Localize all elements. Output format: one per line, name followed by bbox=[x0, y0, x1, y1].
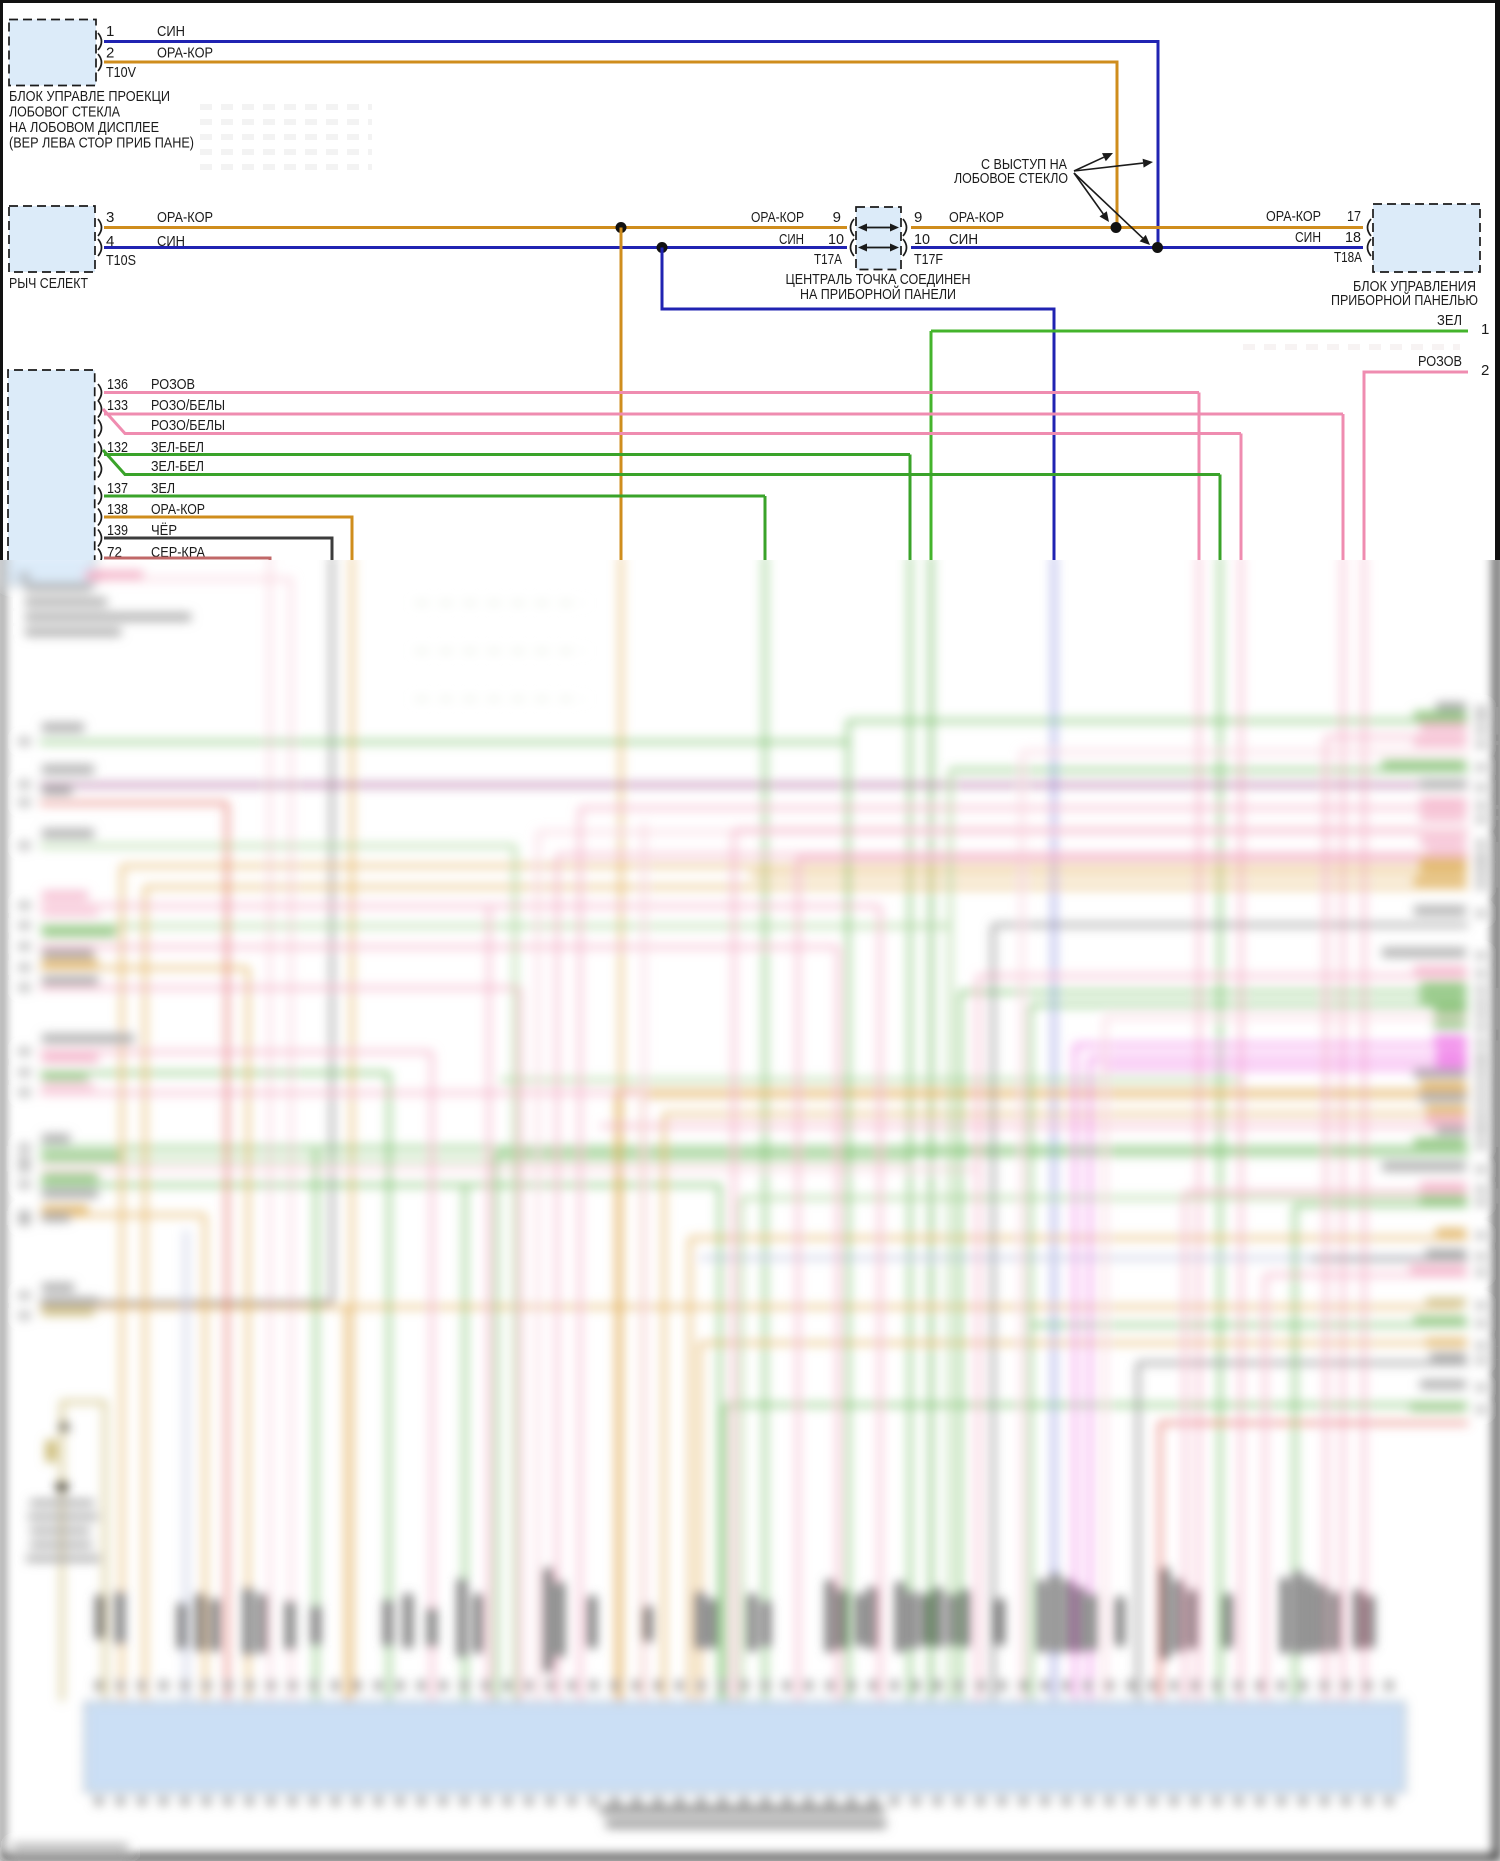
svg-text:СИН: СИН bbox=[157, 23, 185, 40]
svg-text:136: 136 bbox=[107, 376, 128, 393]
svg-text:72: 72 bbox=[107, 544, 122, 561]
svg-text:ОРА-КОР: ОРА-КОР bbox=[949, 209, 1004, 226]
svg-text:2: 2 bbox=[106, 45, 114, 62]
svg-text:СИН: СИН bbox=[157, 233, 185, 250]
svg-text:17: 17 bbox=[1347, 208, 1361, 225]
svg-text:РОЗО/БЕЛЫ: РОЗО/БЕЛЫ bbox=[151, 397, 225, 414]
svg-text:10: 10 bbox=[914, 231, 930, 248]
svg-text:2: 2 bbox=[1481, 362, 1489, 379]
svg-text:ЛОБОВОЕ СТЕКЛО: ЛОБОВОЕ СТЕКЛО bbox=[954, 170, 1068, 187]
svg-text:РОЗОВ: РОЗОВ bbox=[1418, 353, 1462, 370]
svg-text:ЗЕЛ: ЗЕЛ bbox=[151, 480, 175, 497]
svg-text:ЧЁР: ЧЁР bbox=[151, 522, 177, 539]
svg-text:T18A: T18A bbox=[1334, 249, 1362, 266]
svg-text:СИН: СИН bbox=[779, 231, 804, 248]
svg-text:ОРА-КОР: ОРА-КОР bbox=[1266, 208, 1321, 225]
svg-text:3: 3 bbox=[106, 209, 114, 226]
svg-text:18: 18 bbox=[1345, 229, 1361, 246]
svg-text:РОЗО/БЕЛЫ: РОЗО/БЕЛЫ bbox=[151, 417, 225, 434]
svg-text:ЦЕНТРАЛЬ ТОЧКА СОЕДИНЕН: ЦЕНТРАЛЬ ТОЧКА СОЕДИНЕН bbox=[786, 271, 971, 288]
svg-text:138: 138 bbox=[107, 501, 128, 518]
svg-text:T17A: T17A bbox=[814, 251, 842, 268]
svg-text:4: 4 bbox=[106, 233, 114, 250]
svg-text:1: 1 bbox=[106, 23, 114, 40]
svg-text:СЕР-КРА: СЕР-КРА bbox=[151, 544, 205, 561]
svg-text:РОЗОВ: РОЗОВ bbox=[151, 376, 195, 393]
svg-text:139: 139 bbox=[107, 522, 128, 539]
svg-text:СИН: СИН bbox=[949, 231, 978, 248]
svg-text:НА ЛОБОВОМ ДИСПЛЕЕ: НА ЛОБОВОМ ДИСПЛЕЕ bbox=[9, 119, 159, 136]
svg-text:СИН: СИН bbox=[1295, 229, 1321, 246]
svg-text:БЛОК УПРАВЛЕНИЯ: БЛОК УПРАВЛЕНИЯ bbox=[1353, 278, 1476, 295]
svg-text:(ВЕР ЛЕВА СТОР ПРИБ ПАНЕ): (ВЕР ЛЕВА СТОР ПРИБ ПАНЕ) bbox=[9, 135, 194, 152]
svg-text:132: 132 bbox=[107, 439, 128, 456]
svg-text:ОРА-КОР: ОРА-КОР bbox=[751, 209, 804, 226]
svg-text:ОРА-КОР: ОРА-КОР bbox=[157, 209, 213, 226]
svg-text:ЛОБОВОГ СТЕКЛА: ЛОБОВОГ СТЕКЛА bbox=[9, 104, 120, 121]
svg-text:T17F: T17F bbox=[914, 251, 943, 268]
svg-text:С ВЫСТУП НА: С ВЫСТУП НА bbox=[981, 156, 1067, 173]
svg-text:ПРИБОРНОЙ ПАНЕЛЬЮ: ПРИБОРНОЙ ПАНЕЛЬЮ bbox=[1331, 291, 1478, 309]
svg-text:T10S: T10S bbox=[106, 252, 136, 269]
svg-text:РЫЧ СЕЛЕКТ: РЫЧ СЕЛЕКТ bbox=[9, 275, 88, 292]
svg-text:1: 1 bbox=[1481, 321, 1489, 338]
svg-text:137: 137 bbox=[107, 480, 128, 497]
svg-text:10: 10 bbox=[828, 231, 844, 248]
svg-text:133: 133 bbox=[107, 397, 128, 414]
svg-text:ОРА-КОР: ОРА-КОР bbox=[151, 501, 205, 518]
svg-text:ЗЕЛ: ЗЕЛ bbox=[1437, 312, 1462, 329]
svg-text:НА ПРИБОРНОЙ ПАНЕЛИ: НА ПРИБОРНОЙ ПАНЕЛИ bbox=[800, 285, 956, 303]
svg-text:ОРА-КОР: ОРА-КОР bbox=[157, 45, 213, 62]
svg-text:T10V: T10V bbox=[106, 64, 136, 81]
svg-text:9: 9 bbox=[914, 209, 922, 226]
svg-text:БЛОК УПРАВЛЕ ПРОЕКЦИ: БЛОК УПРАВЛЕ ПРОЕКЦИ bbox=[9, 88, 170, 105]
svg-text:ЗЕЛ-БЕЛ: ЗЕЛ-БЕЛ bbox=[151, 439, 204, 456]
svg-text:9: 9 bbox=[833, 209, 841, 226]
svg-text:ЗЕЛ-БЕЛ: ЗЕЛ-БЕЛ bbox=[151, 458, 204, 475]
